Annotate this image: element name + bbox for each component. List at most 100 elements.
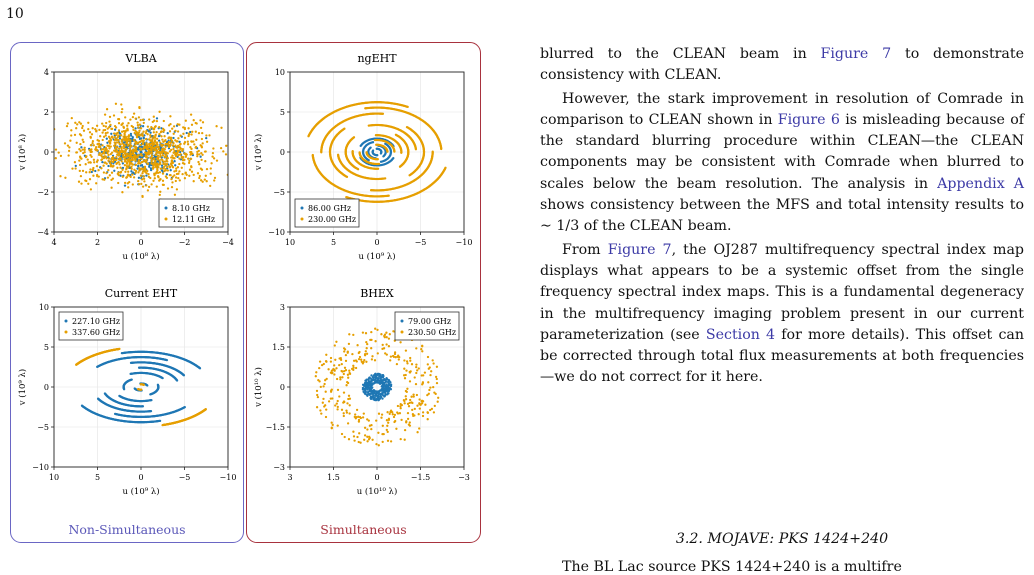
data-point	[171, 181, 173, 183]
data-point	[84, 147, 86, 149]
data-point	[142, 143, 144, 145]
data-point	[163, 135, 165, 137]
data-point	[377, 432, 379, 434]
data-point	[82, 141, 84, 143]
data-point	[320, 412, 322, 414]
data-point	[140, 175, 142, 177]
data-point	[154, 149, 156, 151]
data-point	[427, 381, 429, 383]
data-point	[393, 150, 395, 152]
data-point	[143, 137, 145, 139]
data-point	[74, 167, 76, 169]
data-point	[68, 146, 70, 148]
data-point	[338, 357, 340, 359]
data-point	[92, 140, 94, 142]
data-point	[79, 170, 81, 172]
data-point	[400, 403, 402, 405]
data-point	[171, 186, 173, 188]
data-point	[82, 148, 84, 150]
data-point	[157, 166, 159, 168]
data-point	[124, 160, 126, 162]
data-point	[85, 171, 87, 173]
data-point	[376, 329, 378, 331]
data-point	[94, 170, 96, 172]
data-point	[138, 131, 140, 133]
data-point	[156, 120, 158, 122]
data-point	[121, 142, 123, 144]
data-point	[193, 174, 195, 176]
data-point	[108, 120, 110, 122]
data-point	[377, 391, 379, 393]
data-point	[55, 157, 57, 159]
data-point	[96, 125, 98, 127]
data-point	[114, 413, 116, 415]
data-point	[102, 139, 104, 141]
data-point	[385, 332, 387, 334]
data-point	[358, 151, 360, 153]
data-point	[74, 134, 76, 136]
data-point	[177, 177, 179, 179]
data-point	[195, 122, 197, 124]
data-point	[366, 382, 368, 384]
data-point	[228, 167, 230, 169]
legend-marker	[301, 218, 304, 221]
data-point	[175, 170, 177, 172]
data-point	[191, 153, 193, 155]
data-point	[102, 165, 104, 167]
data-point	[124, 171, 126, 173]
data-point	[183, 159, 185, 161]
data-point	[418, 367, 420, 369]
legend-marker	[165, 218, 168, 221]
data-point	[141, 154, 143, 156]
data-point	[199, 119, 201, 121]
data-point	[178, 149, 180, 151]
y-tick-label: −10	[32, 463, 49, 472]
data-point	[348, 333, 350, 335]
data-point	[424, 371, 426, 373]
data-point	[171, 161, 173, 163]
data-point	[362, 384, 364, 386]
data-point	[205, 175, 207, 177]
data-point	[344, 436, 346, 438]
data-point	[383, 395, 385, 397]
data-point	[181, 167, 183, 169]
data-point	[389, 333, 391, 335]
data-point	[345, 354, 347, 356]
data-point	[167, 132, 169, 134]
data-point	[216, 159, 218, 161]
data-point	[68, 150, 70, 152]
data-point	[170, 169, 172, 171]
y-tick-label: −5	[273, 188, 285, 197]
data-point	[183, 143, 185, 145]
data-point	[193, 119, 195, 121]
data-point	[161, 159, 163, 161]
data-point	[202, 121, 204, 123]
data-point	[196, 155, 198, 157]
data-point	[31, 174, 33, 176]
y-tick-label: 0	[44, 148, 49, 157]
data-point	[137, 388, 139, 390]
data-point	[105, 157, 107, 159]
data-point	[112, 156, 114, 158]
data-point	[132, 129, 134, 131]
data-point	[124, 139, 126, 141]
data-point	[375, 377, 377, 379]
data-point	[378, 398, 380, 400]
plot-title: ngEHT	[357, 52, 397, 65]
data-point	[436, 378, 438, 380]
y-tick-label: −5	[37, 423, 49, 432]
data-point	[198, 163, 200, 165]
data-point	[162, 141, 164, 143]
data-point	[212, 147, 214, 149]
data-point	[198, 132, 200, 134]
data-point	[356, 409, 358, 411]
data-point	[143, 122, 145, 124]
data-point	[346, 402, 348, 404]
data-point	[416, 394, 418, 396]
data-point	[104, 150, 106, 152]
data-point	[103, 125, 105, 127]
data-point	[134, 150, 136, 152]
data-point	[432, 362, 434, 364]
data-point	[143, 145, 145, 147]
